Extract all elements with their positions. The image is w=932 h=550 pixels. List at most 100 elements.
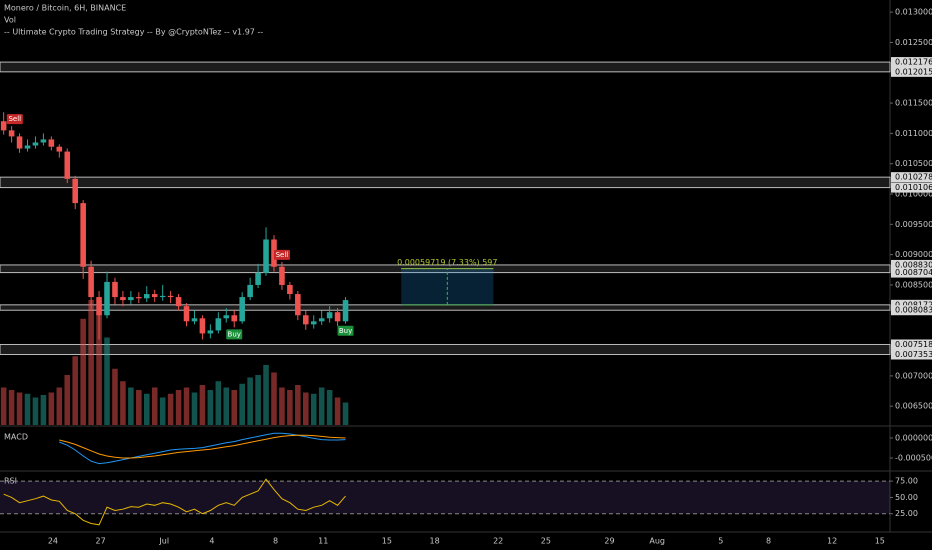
volume-bar (303, 392, 309, 425)
zone-label: 0.00870400 (895, 268, 932, 277)
volume-bar (48, 392, 55, 425)
volume-bar (342, 402, 349, 425)
volume-bar (295, 385, 301, 425)
x-tick-label: 22 (493, 537, 503, 546)
volume-bar (279, 387, 285, 425)
candle-body (64, 151, 71, 179)
candle-body (167, 295, 174, 298)
zone-label: 0.01027800 (895, 173, 932, 182)
zone-label: 0.01201517 (895, 67, 932, 76)
volume-bar (120, 381, 126, 425)
volume-bar (326, 390, 333, 425)
zone (0, 61, 891, 73)
candle-body (303, 315, 309, 325)
volume-bar (64, 375, 71, 425)
candle-body (120, 297, 126, 301)
signal-label: Sell (276, 251, 289, 259)
volume-bar (88, 300, 94, 425)
zone-label-bg (891, 57, 932, 68)
candle-body (128, 297, 134, 301)
y-tick-label: 0.01000000 (895, 190, 932, 199)
zone-label: 0.00883000 (895, 260, 932, 269)
zone-label-bg (891, 259, 932, 270)
zone-label: 0.00751800 (895, 340, 932, 349)
candle-body (136, 297, 142, 299)
x-tick-label: 8 (273, 537, 278, 546)
volume-bar (207, 390, 214, 425)
x-tick-label: 8 (766, 537, 771, 546)
y-tick-label: 0.01050000 (895, 159, 932, 168)
strategy-label: -- Ultimate Crypto Trading Strategy -- B… (4, 28, 263, 37)
x-tick-label: 24 (48, 537, 58, 546)
x-tick-label: Aug (649, 537, 665, 546)
volume-bar (215, 381, 222, 425)
candle-body (239, 297, 245, 322)
y-tick-label: 0.00900000 (895, 250, 932, 259)
x-tick-label: Jul (158, 537, 169, 546)
macd-title: MACD (4, 433, 28, 442)
y-tick-label: 0.01150000 (895, 99, 932, 108)
zone-label-bg (891, 267, 932, 278)
candle-body (88, 266, 94, 298)
candle-body (342, 300, 349, 322)
rsi-band (0, 481, 890, 514)
candle-body (8, 130, 15, 137)
candle-body (159, 295, 166, 298)
volume-bar (136, 390, 142, 425)
volume-bar (247, 377, 253, 425)
zone-label-bg (891, 172, 932, 183)
y-tick-label: 0.00000000 (895, 434, 932, 443)
candle-body (183, 306, 190, 322)
zone-label-bg (891, 349, 932, 360)
volume-bar (271, 372, 277, 425)
candle-body (326, 312, 333, 319)
candle-body (295, 294, 301, 316)
volume-bar (151, 387, 158, 425)
volume-bar (159, 397, 166, 425)
volume-bar (223, 387, 230, 425)
volume-bar (167, 393, 174, 425)
signal-badge (337, 325, 354, 336)
volume-bar (112, 368, 118, 425)
candle-body (80, 203, 86, 267)
candle-body (207, 330, 214, 334)
candle-body (112, 281, 118, 298)
candle-body (0, 121, 7, 131)
candle-body (32, 142, 39, 146)
x-tick-label: 18 (429, 537, 439, 546)
candle-body (310, 321, 317, 325)
zone-label-bg (891, 305, 932, 316)
volume-bar (128, 387, 134, 425)
volume-bar (255, 375, 261, 425)
candle-body (318, 318, 325, 322)
x-tick-label: 4 (209, 537, 214, 546)
y-tick-label: 0.01100000 (895, 129, 932, 138)
y-tick-label: 0.01300000 (895, 8, 932, 17)
candle-body (191, 318, 198, 322)
candle-body (96, 297, 102, 316)
volume-bar (24, 393, 31, 425)
zone-label-bg (891, 339, 932, 350)
candle-body (247, 284, 253, 298)
indicator-line (59, 434, 346, 459)
volume-bar (334, 397, 341, 425)
zone-label-bg (891, 182, 932, 193)
zone-label: 0.01217600 (895, 58, 932, 67)
zone-label-bg (891, 299, 932, 310)
zone (0, 176, 891, 189)
volume-bar (263, 365, 269, 425)
volume-bar (310, 393, 317, 425)
y-tick-label: 0.00650000 (895, 402, 932, 411)
candle-body (104, 281, 110, 316)
signal-label: Buy (228, 330, 241, 338)
candle-body (255, 272, 261, 285)
zone (0, 343, 891, 355)
indicator-line (3, 478, 346, 526)
candle-body (16, 136, 23, 149)
candle-body (199, 318, 206, 334)
volume-bar (199, 385, 206, 425)
volume-bar (80, 318, 86, 425)
candle-body (334, 312, 341, 322)
zone-label-bg (891, 66, 932, 77)
